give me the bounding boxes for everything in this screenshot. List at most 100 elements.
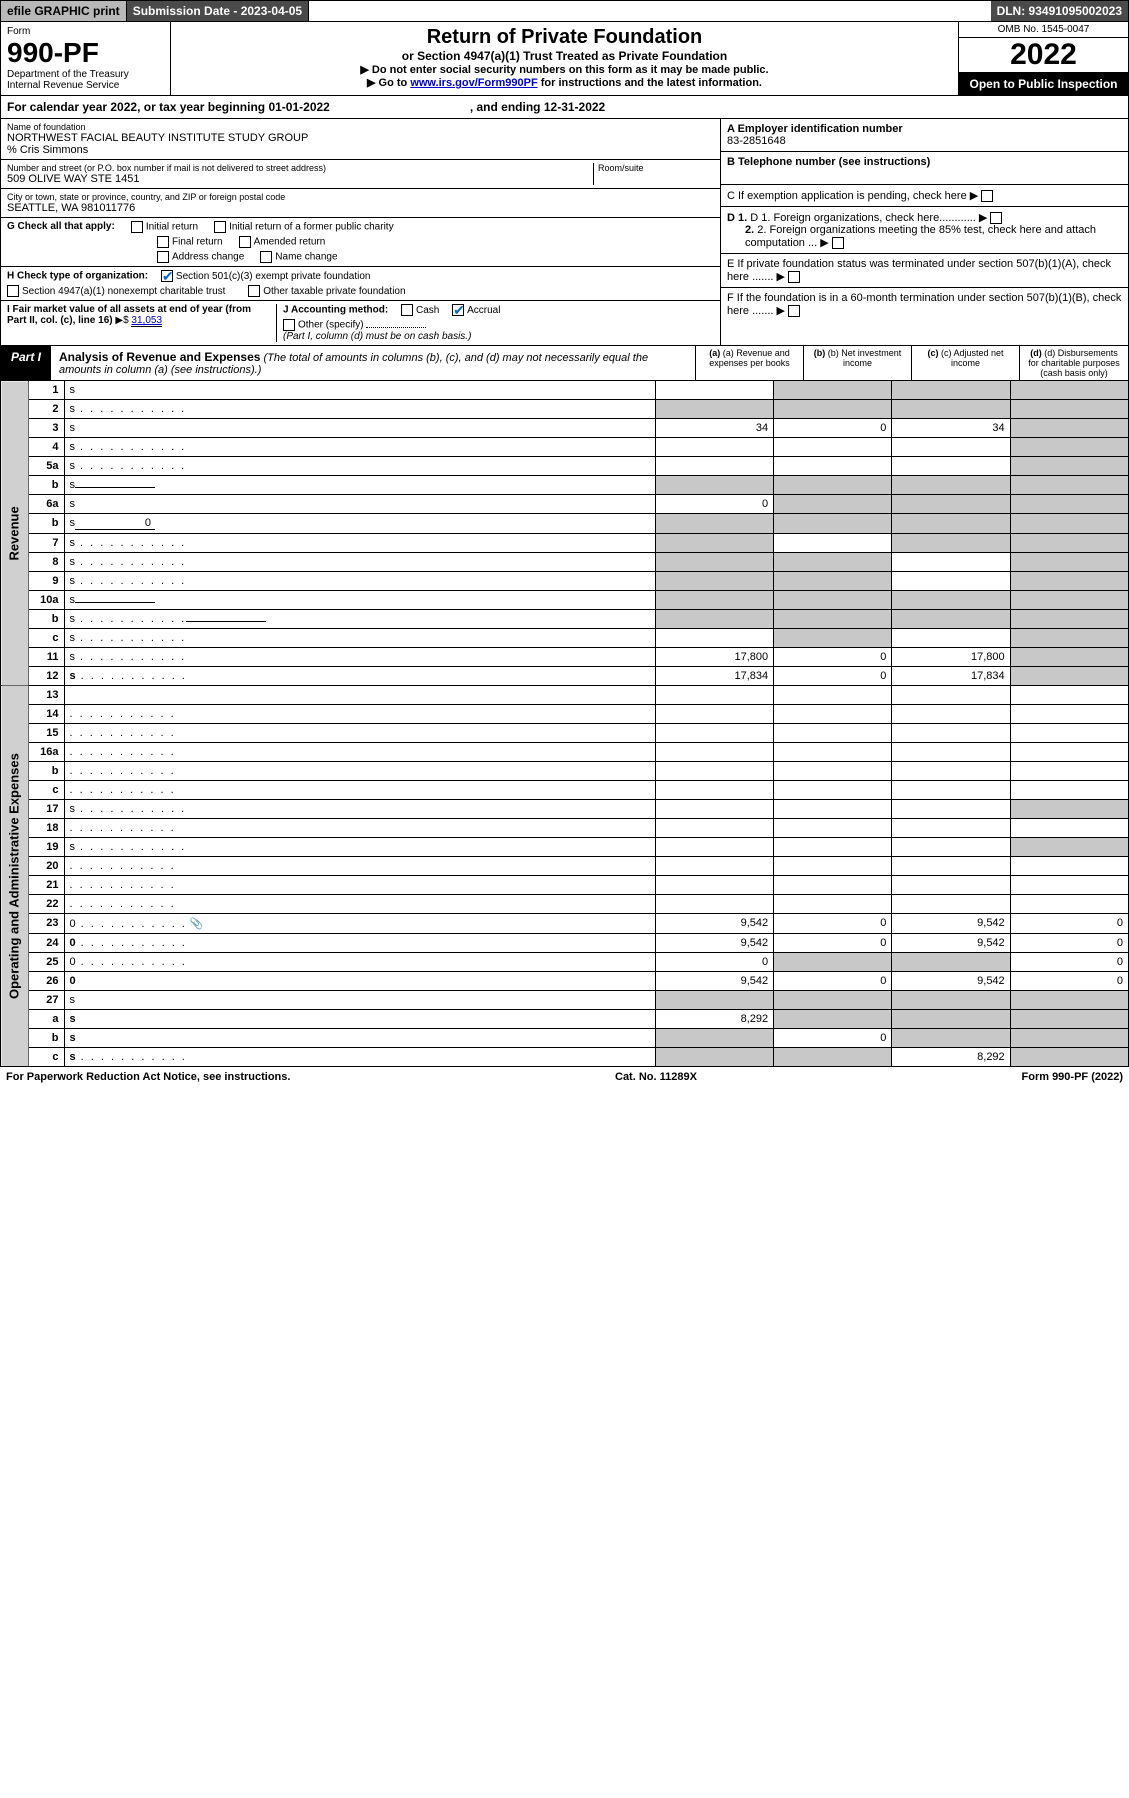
line-number: 22 — [29, 895, 64, 914]
amount-cell-d — [1010, 991, 1128, 1010]
table-row: c — [1, 781, 1129, 800]
line-description — [64, 857, 655, 876]
open-inspection: Open to Public Inspection — [959, 73, 1128, 95]
amount-cell-a — [655, 819, 773, 838]
amount-cell-c — [892, 476, 1010, 495]
checkbox-icon[interactable] — [832, 237, 844, 249]
line-description: 0 — [64, 972, 655, 991]
table-row: 16a — [1, 743, 1129, 762]
g-label: G Check all that apply: — [7, 221, 115, 233]
table-row: 4s — [1, 438, 1129, 457]
amount-cell-d — [1010, 438, 1128, 457]
g-opt-final: Final return — [157, 236, 223, 248]
amount-cell-c: 9,542 — [892, 914, 1010, 934]
checkbox-icon[interactable] — [788, 305, 800, 317]
line-description: s — [64, 1010, 655, 1029]
checkbox-icon[interactable] — [401, 304, 413, 316]
amount-cell-c — [892, 991, 1010, 1010]
amount-cell-c — [892, 800, 1010, 819]
checkbox-icon[interactable] — [248, 285, 260, 297]
checkbox-icon[interactable] — [157, 236, 169, 248]
amount-cell-b — [774, 705, 892, 724]
line-description — [64, 819, 655, 838]
submission-date: Submission Date - 2023-04-05 — [127, 1, 309, 21]
j-block: J Accounting method: Cash Accrual Other … — [277, 304, 714, 342]
amount-cell-c — [892, 514, 1010, 534]
form-header: Form 990-PF Department of the Treasury I… — [0, 22, 1129, 96]
attachment-icon[interactable]: 📎 — [187, 918, 204, 930]
amount-cell-a — [655, 800, 773, 819]
table-row: 22 — [1, 895, 1129, 914]
col-a-hdr: (a) (a) Revenue and expenses per books — [696, 346, 804, 380]
line-description: s — [64, 495, 655, 514]
amount-cell-d — [1010, 838, 1128, 857]
line-number: a — [29, 1010, 64, 1029]
inline-value — [75, 602, 155, 603]
checkbox-icon[interactable] — [990, 212, 1002, 224]
info-left: Name of foundation NORTHWEST FACIAL BEAU… — [1, 119, 721, 345]
table-row: 2409,54209,5420 — [1, 934, 1129, 953]
line-description — [64, 724, 655, 743]
amount-cell-b — [774, 438, 892, 457]
amount-cell-c — [892, 895, 1010, 914]
table-row: Revenue1s — [1, 381, 1129, 400]
city-label: City or town, state or province, country… — [7, 192, 714, 202]
amount-cell-a: 17,800 — [655, 648, 773, 667]
g-opt-name: Name change — [260, 251, 337, 263]
line-number: 23 — [29, 914, 64, 934]
table-row: 14 — [1, 705, 1129, 724]
col-d-hdr: (d) (d) Disbursements for charitable pur… — [1020, 346, 1128, 380]
checkbox-icon[interactable] — [788, 271, 800, 283]
line-number: 7 — [29, 534, 64, 553]
foundation-info: Name of foundation NORTHWEST FACIAL BEAU… — [0, 119, 1129, 346]
checkbox-icon[interactable] — [981, 190, 993, 202]
amount-cell-b — [774, 591, 892, 610]
line-number: b — [29, 1029, 64, 1048]
line-number: 10a — [29, 591, 64, 610]
line-description: s — [64, 419, 655, 438]
line-number: 17 — [29, 800, 64, 819]
checkbox-icon[interactable] — [7, 285, 19, 297]
amount-cell-a: 0 — [655, 495, 773, 514]
amount-cell-a: 17,834 — [655, 667, 773, 686]
j-accrual: Accrual — [452, 305, 500, 316]
checkbox-checked-icon[interactable] — [452, 304, 464, 316]
header-right: OMB No. 1545-0047 2022 Open to Public In… — [958, 22, 1128, 95]
i-arrow: ▶$ — [115, 315, 128, 326]
amount-cell-b — [774, 1010, 892, 1029]
i-label: I Fair market value of all assets at end… — [7, 304, 251, 326]
line-description: s — [64, 629, 655, 648]
amount-cell-c — [892, 819, 1010, 838]
amount-cell-b: 0 — [774, 914, 892, 934]
line-number: 25 — [29, 953, 64, 972]
line-number: c — [29, 1048, 64, 1067]
table-row: 15 — [1, 724, 1129, 743]
ein: 83-2851648 — [727, 135, 1122, 147]
amount-cell-b: 0 — [774, 972, 892, 991]
amount-cell-a — [655, 705, 773, 724]
amount-cell-a — [655, 724, 773, 743]
checkbox-icon[interactable] — [283, 319, 295, 331]
g-opt-amended: Amended return — [239, 236, 326, 248]
page-footer: For Paperwork Reduction Act Notice, see … — [0, 1067, 1129, 1087]
table-row: 230 📎9,54209,5420 — [1, 914, 1129, 934]
checkbox-icon[interactable] — [260, 251, 272, 263]
i-value: 31,053 — [131, 315, 162, 327]
checkbox-icon[interactable] — [157, 251, 169, 263]
amount-cell-c: 9,542 — [892, 972, 1010, 991]
checkbox-icon[interactable] — [131, 221, 143, 233]
amount-cell-a — [655, 781, 773, 800]
line-description: s — [64, 991, 655, 1010]
line-description: s — [64, 457, 655, 476]
amount-cell-a — [655, 514, 773, 534]
amount-cell-b — [774, 476, 892, 495]
form990pf-link[interactable]: www.irs.gov/Form990PF — [410, 77, 537, 89]
checkbox-icon[interactable] — [239, 236, 251, 248]
amount-cell-b: 0 — [774, 648, 892, 667]
checkbox-icon[interactable] — [214, 221, 226, 233]
line-description: s — [64, 591, 655, 610]
street-label: Number and street (or P.O. box number if… — [7, 163, 589, 173]
line-description: s — [64, 800, 655, 819]
amount-cell-c — [892, 724, 1010, 743]
checkbox-checked-icon[interactable] — [161, 270, 173, 282]
